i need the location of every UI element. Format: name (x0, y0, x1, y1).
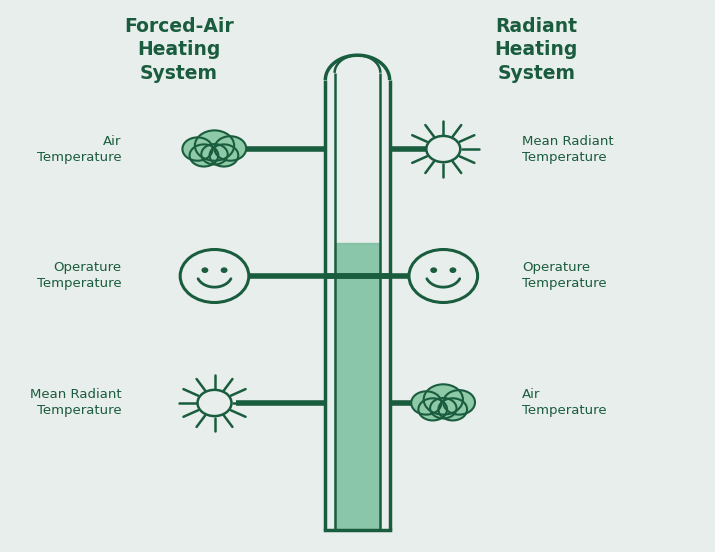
Circle shape (189, 145, 218, 167)
Circle shape (418, 399, 447, 421)
Circle shape (195, 130, 234, 161)
Circle shape (180, 250, 249, 302)
Text: Operature
Temperature: Operature Temperature (522, 262, 606, 290)
Text: Mean Radiant
Temperature: Mean Radiant Temperature (30, 389, 122, 417)
Circle shape (202, 144, 227, 164)
Circle shape (431, 268, 436, 272)
Circle shape (450, 268, 455, 272)
Text: Radiant
Heating
System: Radiant Heating System (495, 17, 578, 83)
Circle shape (214, 136, 246, 161)
Circle shape (426, 136, 460, 162)
Text: Operature
Temperature: Operature Temperature (37, 262, 122, 290)
Circle shape (424, 384, 463, 415)
Circle shape (438, 399, 467, 421)
Text: Mean Radiant
Temperature: Mean Radiant Temperature (522, 135, 613, 163)
Circle shape (411, 391, 441, 415)
Circle shape (197, 390, 232, 416)
Text: Air
Temperature: Air Temperature (522, 389, 606, 417)
Circle shape (222, 268, 227, 272)
Circle shape (443, 390, 475, 415)
Text: Forced-Air
Heating
System: Forced-Air Heating System (124, 17, 234, 83)
Circle shape (430, 398, 456, 418)
Circle shape (202, 268, 207, 272)
Circle shape (209, 145, 238, 167)
Text: Air
Temperature: Air Temperature (37, 135, 122, 163)
Bar (335, 243, 380, 530)
Circle shape (409, 250, 478, 302)
Circle shape (182, 137, 212, 161)
